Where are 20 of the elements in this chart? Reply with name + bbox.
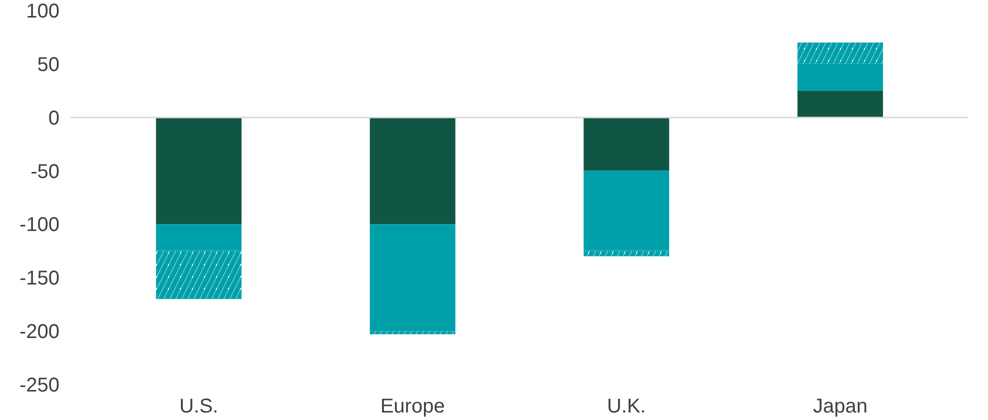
y-tick-label: 100 [26,0,60,22]
bar [370,224,456,332]
x-tick-label: Europe [380,396,445,418]
y-tick-label: 0 [48,107,60,130]
bar [584,117,670,171]
x-tick-label: U.K. [606,396,646,418]
x-tick-label: U.S. [179,396,218,418]
y-tick-label: -250 [19,374,60,396]
bar [797,90,883,118]
y-tick-label: -100 [19,214,60,236]
y-tick-label: 50 [37,54,60,76]
bar [156,224,242,251]
bar [156,117,242,224]
bar [797,64,883,91]
y-tick-label: -200 [19,321,60,344]
bar [370,117,456,224]
bar [584,170,670,251]
y-tick-label: -150 [19,268,60,290]
y-tick-label: -50 [30,160,60,183]
x-tick-label: Japan [812,396,868,418]
